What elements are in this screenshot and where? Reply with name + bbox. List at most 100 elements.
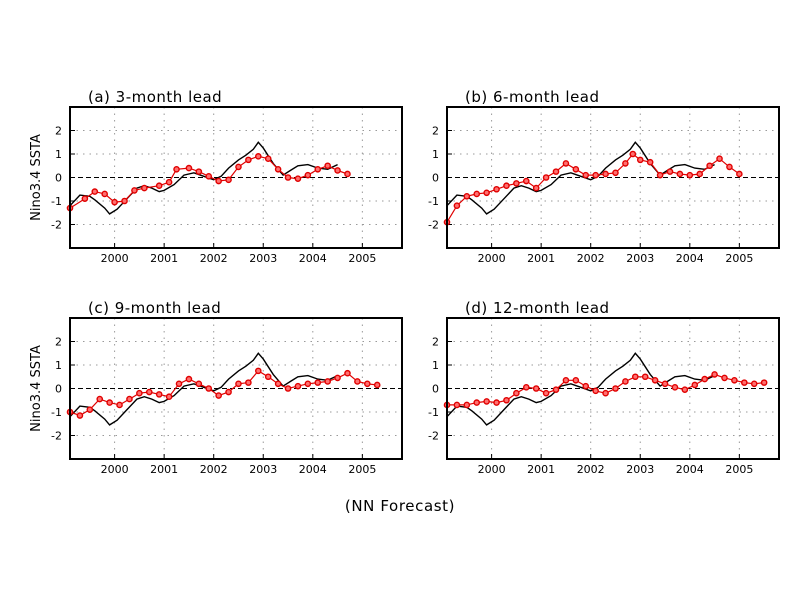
forecast-point (631, 373, 639, 381)
forecast-point (701, 375, 708, 383)
forecast-point (141, 184, 148, 192)
x-tick-label: 2003 (249, 463, 277, 476)
x-tick-label: 2004 (676, 463, 704, 476)
forecast-point (493, 399, 500, 406)
forecast-point (373, 381, 381, 389)
forecast-point (274, 380, 282, 388)
y-tick-label: -2 (428, 430, 439, 443)
forecast-point (215, 392, 222, 399)
forecast-point (76, 412, 84, 419)
panel-title: (d) 12-month lead (465, 299, 610, 317)
forecast-point (111, 198, 118, 206)
forecast-point (91, 188, 99, 195)
forecast-point (522, 384, 530, 391)
forecast-point (126, 395, 133, 403)
x-tick-label: 2001 (527, 463, 555, 476)
forecast-series-line (69, 370, 378, 417)
forecast-point (651, 376, 659, 384)
forecast-point (165, 178, 173, 186)
forecast-point (106, 399, 113, 406)
forecast-point (562, 376, 570, 384)
forecast-point (324, 378, 331, 385)
forecast-point (453, 401, 461, 409)
x-tick-label: 2000 (478, 463, 506, 476)
forecast-point (304, 171, 312, 179)
forecast-point (726, 163, 733, 171)
y-tick-label: 0 (432, 383, 439, 396)
forecast-point (116, 401, 123, 409)
forecast-point (264, 373, 272, 381)
forecast-point (750, 380, 758, 388)
forecast-point (324, 162, 331, 170)
forecast-point (636, 156, 644, 164)
y-tick-label: 2 (432, 125, 439, 138)
forecast-point (706, 162, 713, 170)
y-tick-label: 0 (55, 172, 62, 185)
forecast-point (354, 378, 361, 385)
forecast-point (629, 150, 637, 158)
panel-title: (c) 9-month lead (88, 299, 221, 317)
forecast-point (215, 177, 222, 185)
x-tick-label: 2001 (150, 463, 178, 476)
y-tick-label: 0 (432, 172, 439, 185)
forecast-point (716, 155, 723, 162)
y-tick-label: 1 (55, 359, 62, 372)
forecast-point (195, 380, 203, 388)
y-tick-label: -1 (428, 195, 439, 208)
forecast-point (145, 388, 153, 396)
y-tick-label: -1 (51, 195, 62, 208)
forecast-point (602, 389, 609, 397)
forecast-point (175, 380, 183, 388)
x-tick-label: 2005 (725, 463, 753, 476)
forecast-point (696, 170, 704, 178)
forecast-point (294, 382, 302, 390)
x-tick-label: 2002 (200, 463, 228, 476)
forecast-point (155, 182, 163, 190)
forecast-point (364, 380, 371, 388)
figure-caption: (NN Forecast) (344, 497, 456, 515)
y-tick-label: -2 (428, 219, 439, 232)
forecast-point (245, 379, 252, 386)
x-tick-label: 2004 (299, 463, 327, 476)
forecast-point (493, 185, 500, 193)
forecast-point (681, 386, 689, 393)
y-axis-label: Nino3.4 SSTA (29, 134, 44, 221)
forecast-point (344, 170, 351, 178)
forecast-point (686, 171, 694, 179)
forecast-point (136, 389, 143, 397)
forecast-point (264, 155, 272, 162)
forecast-point (592, 387, 599, 395)
x-tick-label: 2003 (626, 463, 654, 476)
forecast-point (225, 176, 232, 184)
forecast-point (542, 389, 550, 397)
forecast-point (205, 385, 213, 392)
forecast-point (483, 398, 490, 405)
forecast-point (592, 171, 599, 179)
x-tick-label: 2004 (676, 252, 704, 265)
forecast-point (532, 184, 540, 192)
y-tick-label: 2 (55, 125, 62, 138)
forecast-point (676, 170, 684, 178)
forecast-point (622, 160, 629, 167)
forecast-point (582, 382, 590, 390)
forecast-point (562, 160, 570, 167)
plot-frame (446, 317, 780, 460)
x-tick-label: 2001 (527, 252, 555, 265)
x-tick-label: 2000 (101, 252, 129, 265)
forecast-point (254, 367, 262, 375)
forecast-point (254, 153, 262, 160)
forecast-point (671, 384, 679, 391)
y-axis-label: Nino3.4 SSTA (29, 345, 44, 432)
forecast-point (86, 406, 94, 413)
observed-series-line (446, 141, 715, 215)
chart-panel-4: 2000 2001 2002 2003 2004 2005 -2 -1 0 1 2 (d) 12-mo… (428, 299, 780, 476)
forecast-point (612, 385, 619, 392)
forecast-point (503, 182, 510, 190)
forecast-point (641, 373, 649, 381)
observed-series-line (69, 141, 338, 215)
forecast-point (121, 197, 128, 205)
forecast-point (572, 165, 580, 173)
forecast-point (284, 174, 292, 181)
forecast-point (572, 376, 580, 384)
